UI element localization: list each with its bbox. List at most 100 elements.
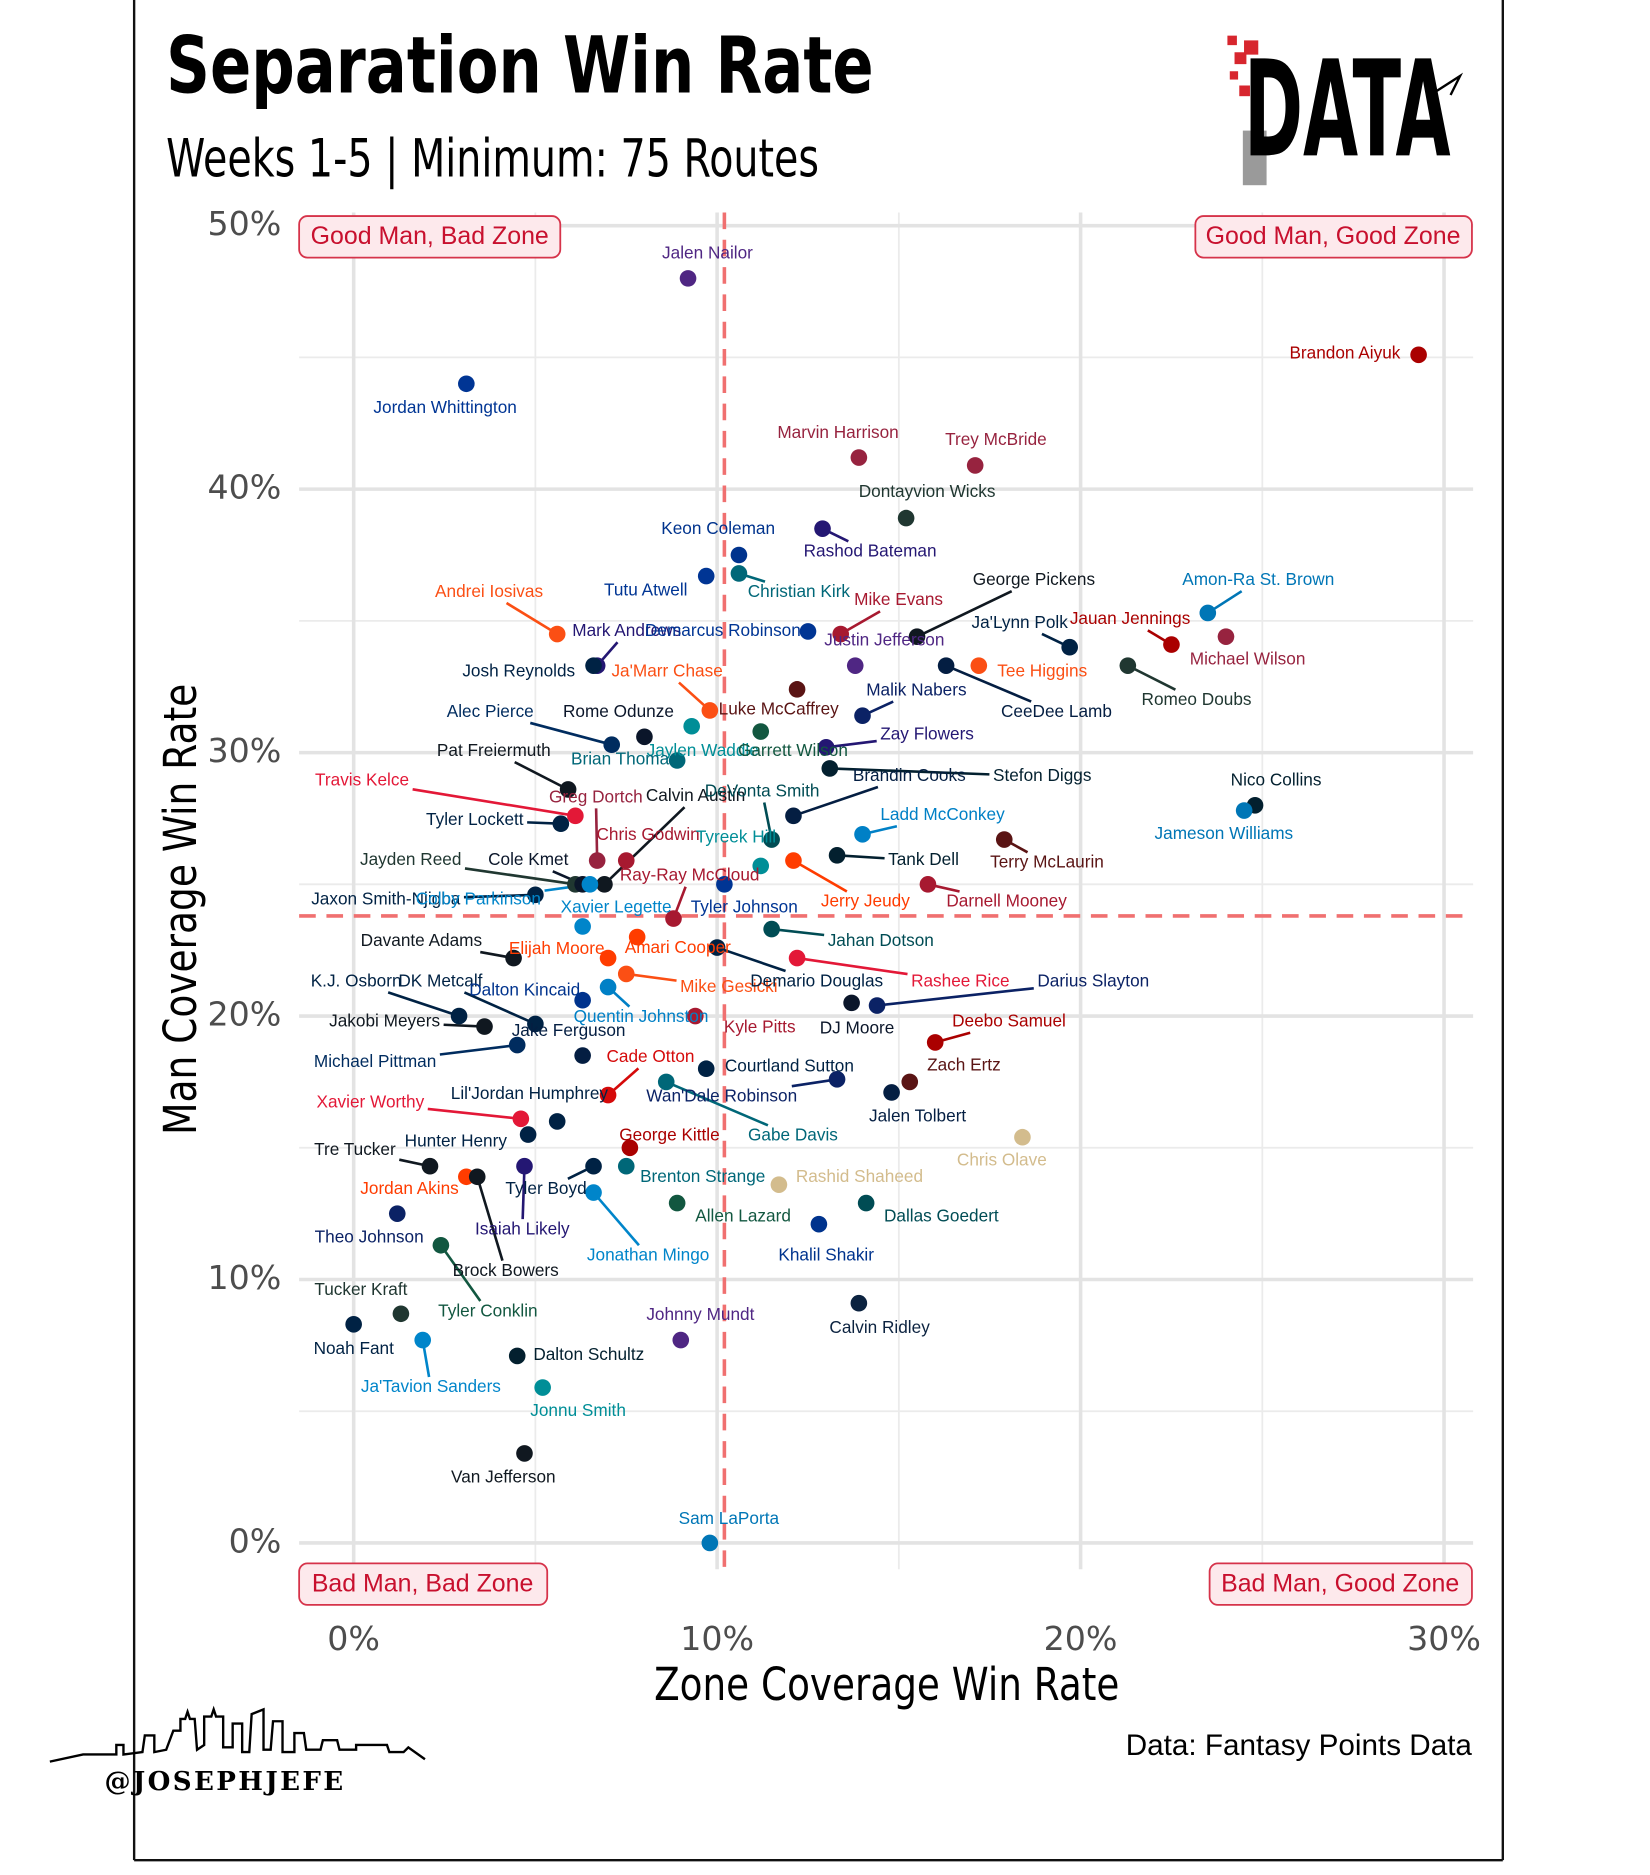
point <box>421 1157 439 1175</box>
point-label: Jayden Reed <box>360 849 461 869</box>
point <box>574 1047 591 1064</box>
point <box>814 520 831 537</box>
point-label: Ja'Lynn Polk <box>971 612 1068 632</box>
point-label: Tyler Johnson <box>691 897 798 917</box>
point-label: Dalton Kincaid <box>469 980 580 1000</box>
point-label: Quentin Johnston <box>574 1006 709 1026</box>
point-label: Dontayvion Wicks <box>859 481 996 501</box>
point <box>574 918 591 935</box>
point-label: Tyler Boyd <box>505 1178 586 1198</box>
leader-line <box>826 739 877 749</box>
y-axis-title: Man Coverage Win Rate <box>154 684 207 1135</box>
leader-line <box>792 859 848 893</box>
point-label: Brenton Strange <box>640 1166 765 1186</box>
leader-line <box>626 972 677 982</box>
point <box>937 657 955 674</box>
point <box>966 457 984 474</box>
quadrant-label: Bad Man, Bad Zone <box>298 1562 549 1606</box>
point-label: Kyle Pitts <box>724 1017 796 1037</box>
point-label: Rashod Bateman <box>804 541 937 561</box>
point-label: Jameson Williams <box>1155 823 1294 843</box>
x-tick-label: 0% <box>327 1619 380 1658</box>
point <box>519 1126 537 1143</box>
leader-line <box>796 956 908 976</box>
point-label: Noah Fant <box>314 1338 395 1358</box>
point-label: Josh Reynolds <box>462 660 575 680</box>
point <box>763 831 780 848</box>
point <box>1410 346 1427 364</box>
point <box>552 815 570 833</box>
point-label: Tank Dell <box>888 849 959 869</box>
leader-line <box>876 986 1034 1007</box>
point-label: Calvin Austin <box>646 785 745 805</box>
reference-lines <box>299 212 1474 1570</box>
point <box>1014 1128 1031 1146</box>
logo-pixel <box>1234 52 1247 65</box>
point <box>687 1007 704 1025</box>
point-label: Andrei Iosivas <box>435 581 543 601</box>
point <box>868 997 886 1014</box>
point-label: Xavier Worthy <box>317 1091 425 1111</box>
point-label: Ray-Ray McCloud <box>620 865 760 885</box>
point <box>512 1110 530 1128</box>
logo-pixel <box>1239 85 1250 97</box>
point-label: Keon Coleman <box>661 518 775 538</box>
point <box>970 657 988 674</box>
point <box>548 1113 566 1130</box>
point-label: Chris Godwin <box>596 824 699 844</box>
point <box>567 807 584 825</box>
leader-line <box>592 1191 640 1247</box>
leader-line <box>771 927 825 937</box>
point-label: CeeDee Lamb <box>1001 701 1112 721</box>
point <box>585 1157 602 1175</box>
point <box>1217 628 1235 645</box>
point-label: Courtland Sutton <box>725 1056 854 1076</box>
leader-line <box>505 601 558 636</box>
point <box>527 886 544 904</box>
point <box>581 876 599 893</box>
point-label: Jahan Dotson <box>828 930 934 950</box>
point-label: Michael Wilson <box>1190 649 1306 669</box>
point-label: Calvin Ridley <box>829 1317 930 1337</box>
point-label: Demario Douglas <box>750 970 883 990</box>
point <box>854 707 871 725</box>
point-label: Cade Otton <box>607 1046 695 1066</box>
point-label: Darnell Mooney <box>946 891 1067 911</box>
point-label: Brock Bowers <box>453 1260 559 1280</box>
point <box>596 876 613 893</box>
point <box>559 781 577 798</box>
point <box>1199 604 1217 622</box>
point-label: Rashee Rice <box>911 970 1010 990</box>
point-label: Deebo Samuel <box>952 1011 1066 1031</box>
point <box>846 657 864 674</box>
point-label: Luke McCaffrey <box>719 698 840 718</box>
labels: Jalen Nailor Jordan Whittington Brandon Ai… <box>311 243 1401 1528</box>
point <box>548 625 566 643</box>
x-tick-label: 30% <box>1407 1619 1481 1658</box>
point <box>716 876 733 893</box>
point-label: Jonathan Mingo <box>587 1244 709 1264</box>
point-label: Van Jefferson <box>451 1466 556 1486</box>
leader-line <box>463 893 536 899</box>
point <box>628 928 646 946</box>
point <box>665 910 682 927</box>
point-label: Tucker Kraft <box>314 1279 407 1299</box>
point-label: Demarcus Robinson <box>645 620 801 640</box>
point-label: Jakobi Meyers <box>329 1011 440 1031</box>
point-label: Rashid Shaheed <box>796 1166 923 1186</box>
point <box>657 1073 675 1091</box>
point-label: Justin Jefferson <box>824 630 944 650</box>
point <box>432 1236 450 1254</box>
logo-text: DATA <box>1244 33 1451 187</box>
point-label: Jalen Tolbert <box>869 1106 966 1126</box>
quadrant-label: Good Man, Good Zone <box>1194 215 1473 259</box>
point <box>828 1070 846 1088</box>
leader-line <box>829 767 990 776</box>
point-label: Brandin Cooks <box>853 765 966 785</box>
point-label: Hunter Henry <box>405 1131 508 1151</box>
leader-line <box>529 721 613 746</box>
point-label: Ladd McConkey <box>880 804 1005 824</box>
leader-line <box>521 1166 526 1220</box>
point-label: Brandon Aiyuk <box>1289 342 1400 362</box>
point <box>388 1205 406 1222</box>
